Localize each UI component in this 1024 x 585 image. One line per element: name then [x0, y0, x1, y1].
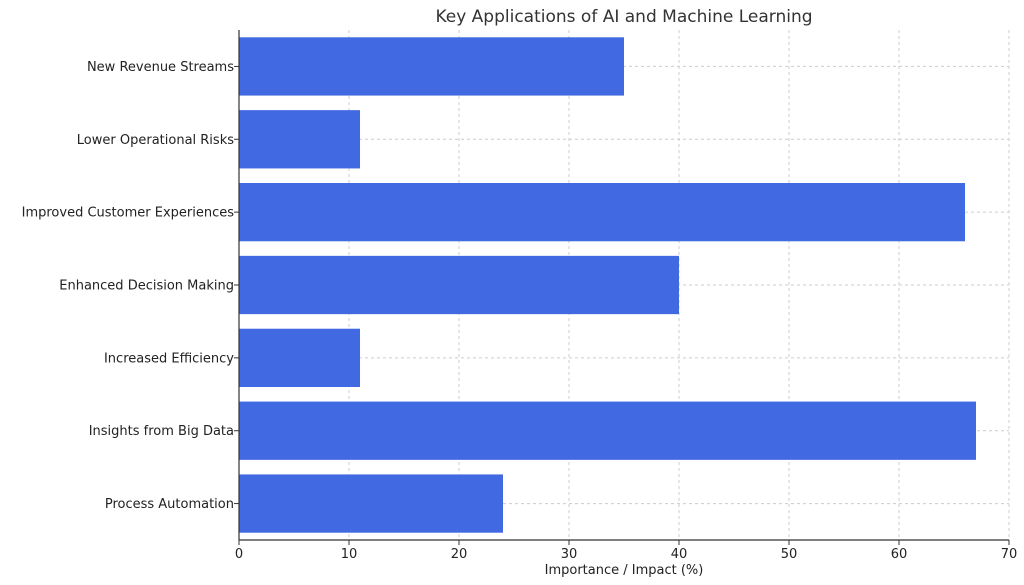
bar	[239, 110, 360, 169]
bar	[239, 183, 965, 242]
category-label: Improved Customer Experiences	[22, 206, 235, 221]
x-tick-label: 0	[235, 547, 243, 562]
x-tick-label: 70	[1001, 547, 1018, 562]
bars	[239, 37, 976, 533]
bar	[239, 255, 679, 315]
x-tick-label: 50	[781, 547, 798, 562]
bar	[239, 328, 360, 387]
bar	[239, 474, 503, 533]
chart-title: Key Applications of AI and Machine Learn…	[435, 7, 812, 27]
category-label: Insights from Big Data	[89, 424, 234, 439]
bar	[239, 401, 976, 460]
category-label: Increased Efficiency	[104, 351, 234, 366]
x-tick-label: 20	[451, 547, 468, 562]
category-label: Process Automation	[105, 497, 234, 512]
x-tick-labels: 0 10 20 30 40 50 60 70	[235, 540, 1017, 562]
category-label: New Revenue Streams	[87, 60, 234, 75]
category-labels: Process Automation Insights from Big Data…	[22, 60, 239, 512]
x-tick-label: 40	[671, 547, 688, 562]
category-label: Lower Operational Risks	[77, 133, 234, 148]
x-tick-label: 60	[891, 547, 908, 562]
bar	[239, 37, 624, 96]
x-tick-label: 10	[341, 547, 358, 562]
x-axis-label: Importance / Impact (%)	[545, 563, 704, 578]
x-tick-label: 30	[561, 547, 578, 562]
category-label: Enhanced Decision Making	[59, 279, 234, 294]
